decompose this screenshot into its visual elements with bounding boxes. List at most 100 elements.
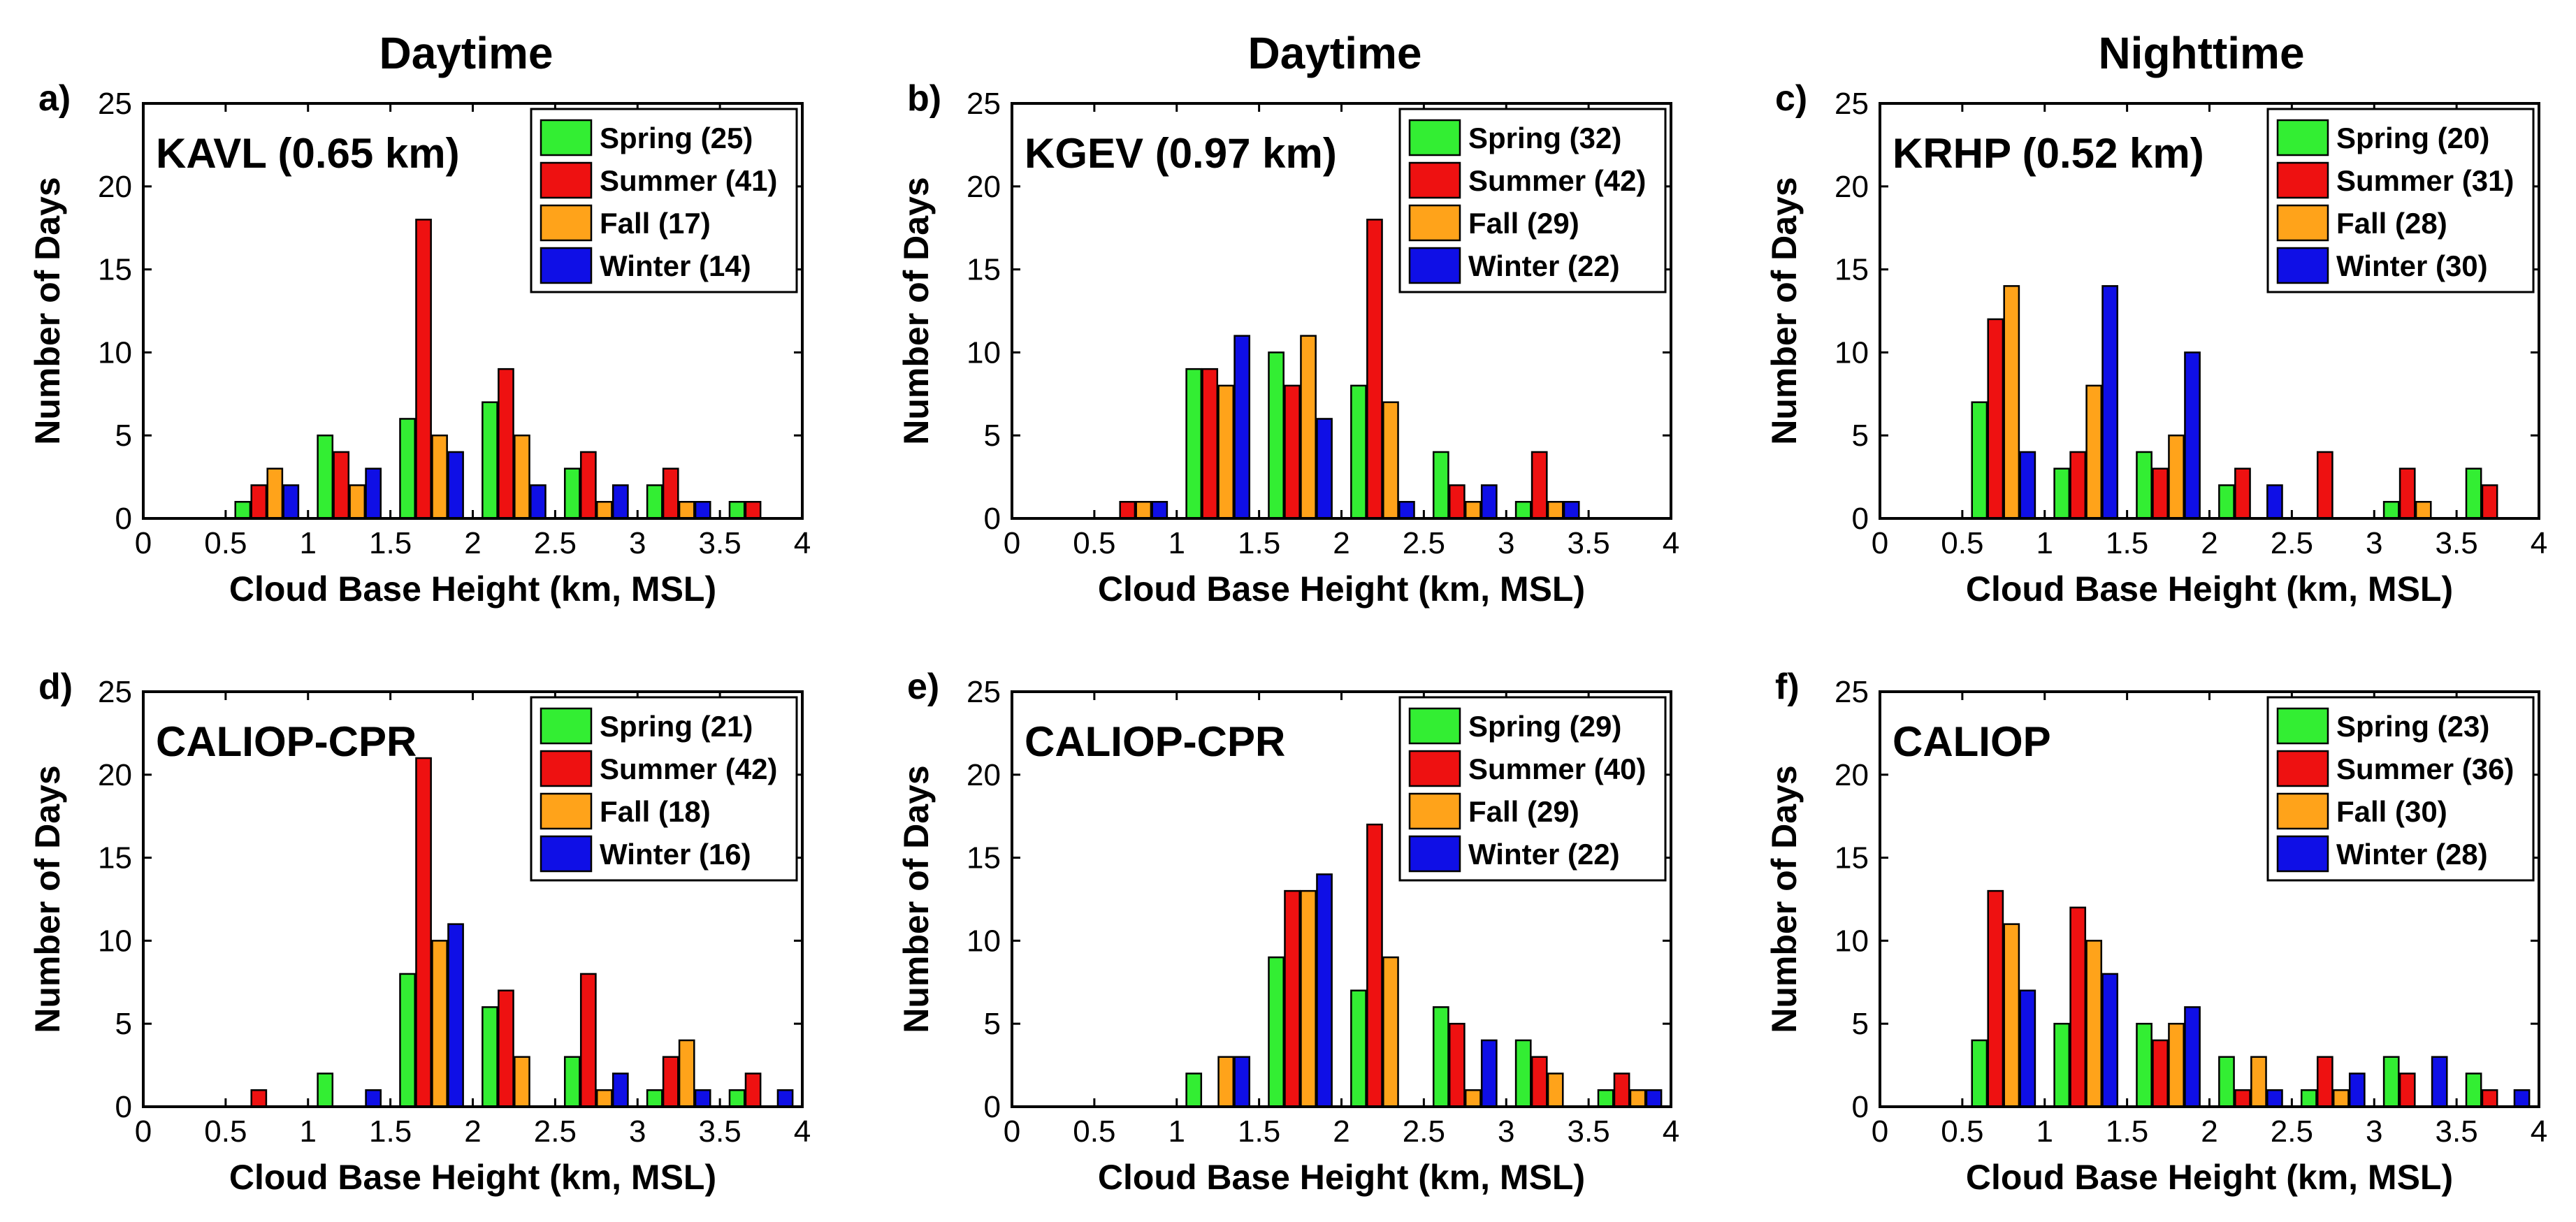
bar-winter-1.75	[2184, 1006, 2201, 1108]
x-tick-label: 0.5	[1073, 1114, 1115, 1149]
x-tick-label: 3.5	[699, 526, 741, 560]
bar-spring-2.25	[2218, 484, 2235, 520]
bar-fall-2.75	[1464, 500, 1482, 520]
bar-fall-1.25	[1217, 1056, 1235, 1108]
bar-winter-1.75	[1316, 418, 1333, 520]
bar-summer-2.25	[2234, 467, 2251, 520]
y-axis-label: Number of Days	[897, 765, 936, 1033]
bar-spring-3.25	[646, 1089, 663, 1108]
x-tick-label: 1	[2036, 1114, 2053, 1149]
legend-swatch-fall	[1408, 792, 1461, 830]
bar-winter-3.25	[2431, 1056, 2448, 1108]
legend-label-summer: Summer (42)	[600, 752, 777, 785]
x-axis-label: Cloud Base Height (km, MSL)	[1966, 569, 2453, 609]
bar-spring-2.25	[482, 401, 498, 520]
bar-summer-3.25	[2398, 467, 2416, 520]
x-tick-label: 0.5	[1073, 526, 1115, 560]
y-tick-label: 10	[967, 335, 1001, 370]
legend-label-fall: Fall (28)	[2336, 207, 2447, 240]
bar-winter-1.25	[2101, 973, 2119, 1108]
bar-summer-2.25	[2234, 1089, 2251, 1108]
bar-winter-3.75	[1645, 1089, 1663, 1108]
bar-spring-3.25	[2382, 1056, 2400, 1108]
panel-label: f)	[1775, 667, 1800, 707]
legend-swatch-spring	[1408, 707, 1461, 745]
y-tick-label: 15	[98, 253, 132, 287]
bar-winter-1.75	[447, 451, 464, 520]
legend-swatch-spring	[2276, 707, 2329, 745]
bar-summer-1.75	[1284, 889, 1301, 1108]
bar-fall-2.25	[1382, 956, 1399, 1108]
column-title-1: Daytime	[379, 28, 553, 78]
y-tick-label: 10	[1835, 924, 1869, 958]
x-tick-label: 0	[1872, 526, 1888, 560]
legend-label-spring: Spring (23)	[2336, 710, 2489, 743]
bar-spring-2.75	[1432, 1006, 1449, 1108]
legend: Spring (21) Summer (42) Fall (18) Winter (1…	[530, 696, 798, 882]
bar-winter-1.25	[365, 1089, 382, 1108]
bar-spring-2.75	[2300, 1089, 2317, 1108]
panel-5: 0 0.5 1 1.5 2 2.5 3 3.5 4 0 5 10 15 20 25 Cloud Base He…	[897, 667, 1679, 1197]
bar-summer-3.25	[2398, 1072, 2416, 1108]
x-axis-label: Cloud Base Height (km, MSL)	[229, 569, 716, 609]
y-tick-label: 0	[115, 1090, 132, 1124]
x-tick-label: 2.5	[1403, 526, 1445, 560]
panel-4: 0 0.5 1 1.5 2 2.5 3 3.5 4 0 5 10 15 20 25 Cloud Base He…	[28, 667, 811, 1197]
bar-spring-1.75	[399, 418, 416, 520]
legend-swatch-spring	[540, 707, 593, 745]
legend-swatch-summer	[540, 750, 593, 787]
x-tick-label: 2.5	[2271, 526, 2313, 560]
y-tick-label: 25	[1835, 87, 1869, 121]
y-tick-label: 5	[1852, 419, 1869, 453]
bar-spring-1.25	[317, 1072, 334, 1108]
x-tick-label: 2.5	[2271, 1114, 2313, 1149]
bar-summer-1.75	[2152, 1039, 2169, 1108]
legend-swatch-winter	[1408, 247, 1461, 284]
bar-summer-2.75	[2316, 451, 2333, 520]
legend-label-winter: Winter (16)	[600, 838, 751, 871]
legend-swatch-fall	[2276, 204, 2329, 242]
bar-summer-1.25	[2069, 906, 2087, 1108]
bar-fall-0.75	[266, 467, 284, 520]
bar-spring-1.25	[2053, 1022, 2071, 1108]
y-tick-label: 25	[967, 675, 1001, 709]
panel-label: a)	[38, 78, 71, 119]
bar-fall-1.25	[2085, 384, 2103, 520]
legend-swatch-summer	[2276, 161, 2329, 199]
bar-winter-1.25	[1233, 335, 1251, 520]
bar-winter-3.25	[1563, 500, 1580, 520]
x-tick-label: 1.5	[1238, 1114, 1280, 1149]
x-tick-label: 1	[2036, 526, 2053, 560]
bar-winter-3.75	[2513, 1089, 2531, 1108]
x-tick-label: 1	[300, 1114, 317, 1149]
y-tick-label: 20	[967, 170, 1001, 204]
legend-label-winter: Winter (28)	[2336, 838, 2488, 871]
bar-summer-0.75	[1987, 889, 2004, 1108]
bar-fall-3.25	[1547, 500, 1564, 520]
bar-winter-1.75	[2184, 351, 2201, 520]
y-tick-label: 20	[1835, 170, 1869, 204]
y-axis-label: Number of Days	[1765, 765, 1804, 1033]
x-tick-label: 1	[1168, 1114, 1185, 1149]
bar-summer-1.75	[415, 757, 432, 1108]
legend-label-summer: Summer (40)	[1468, 752, 1646, 785]
x-tick-label: 0	[135, 526, 152, 560]
bar-winter-2.75	[1480, 484, 1498, 520]
station-label: KRHP (0.52 km)	[1893, 130, 2204, 177]
y-axis-label: Number of Days	[28, 177, 67, 444]
y-tick-label: 10	[98, 924, 132, 958]
x-tick-label: 3	[629, 526, 646, 560]
y-tick-label: 15	[967, 841, 1001, 875]
bar-spring-1.75	[2136, 451, 2152, 520]
bar-spring-2.25	[1350, 989, 1367, 1108]
bar-fall-3.25	[678, 1039, 695, 1108]
x-tick-label: 3	[1498, 526, 1514, 560]
y-tick-label: 15	[1835, 253, 1869, 287]
legend-swatch-summer	[1408, 750, 1461, 787]
legend-swatch-spring	[2276, 119, 2329, 157]
x-tick-label: 1.5	[2106, 1114, 2148, 1149]
legend-swatch-spring	[540, 119, 593, 157]
legend-label-winter: Winter (14)	[600, 249, 751, 282]
